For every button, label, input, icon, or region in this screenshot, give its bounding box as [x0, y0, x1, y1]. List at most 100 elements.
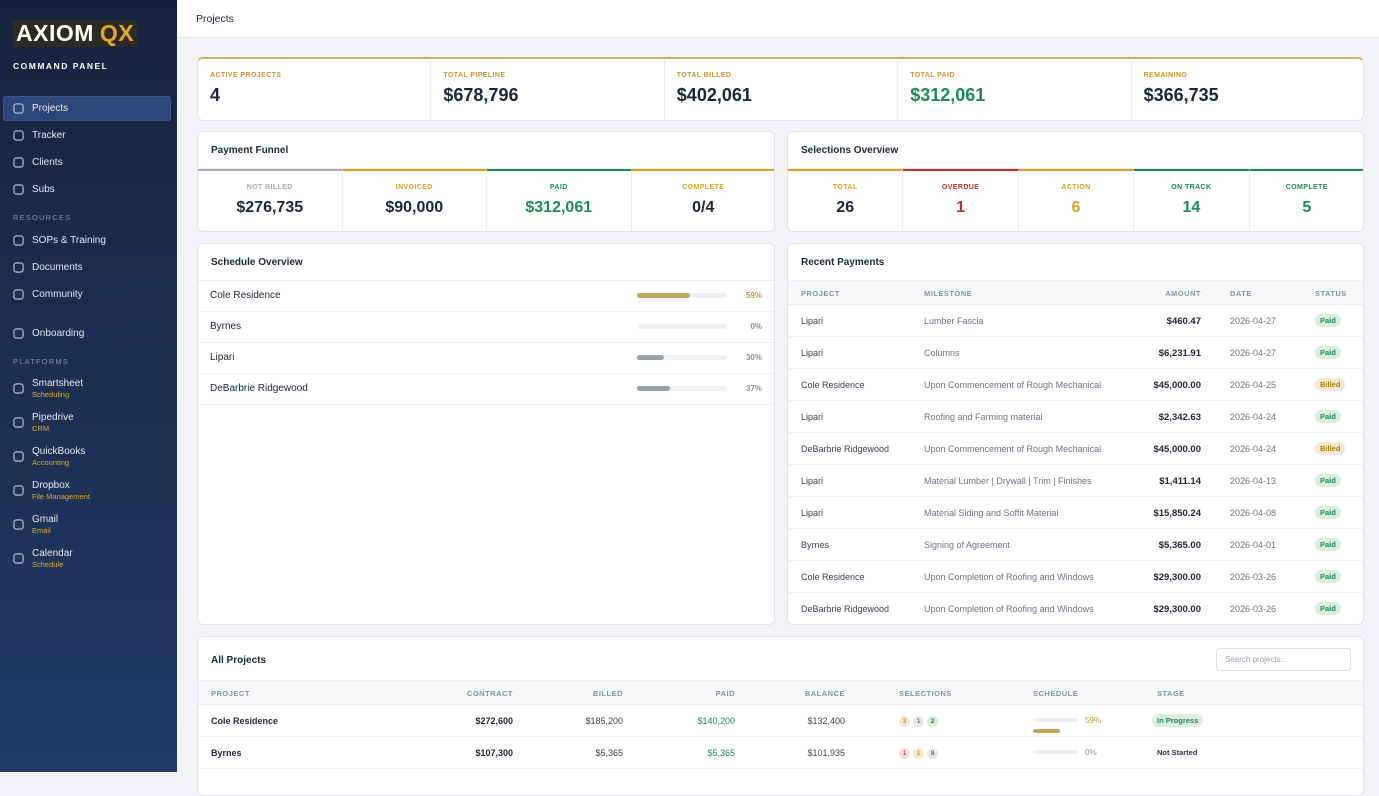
date: 2026-03-26 [1230, 572, 1277, 582]
nav-sublabel: CRM [32, 423, 50, 433]
nav-item[interactable]: Tracker [3, 123, 171, 148]
nav-item[interactable]: Smartsheet Scheduling [3, 372, 171, 404]
nav-label: Clients [32, 157, 63, 168]
project: Lipari [801, 348, 824, 358]
milestone: Material Siding and Soffit Material [924, 508, 1059, 518]
nav: Projects Tracker Clients Subs RESOURCES SOPs … [0, 96, 177, 576]
column-header: SELECTIONS [899, 689, 952, 698]
project: Cole Residence [211, 716, 279, 726]
card-title: All Projects [198, 637, 1363, 681]
project-name: Lipari [210, 352, 235, 363]
column-header: MILESTONE [924, 289, 973, 298]
date: 2026-04-27 [1230, 316, 1277, 326]
payment-row: Lipari Lumber Fascia $460.47 2026-04-27 Paid [788, 305, 1363, 337]
payment-row: DeBarbrie Ridgewood Upon Commencement of … [788, 433, 1363, 465]
nav-label: Gmail [32, 513, 59, 525]
status-badge: Paid [1315, 506, 1341, 519]
nav-item[interactable]: Subs [3, 177, 171, 202]
progress-label: 30% [745, 353, 762, 362]
status-badge: Billed [1315, 442, 1346, 455]
date: 2026-04-24 [1230, 412, 1277, 422]
project: Cole Residence [801, 572, 865, 582]
nav-item[interactable]: Dropbox File Management [3, 474, 171, 506]
contract: $107,300 [475, 748, 513, 758]
project: DeBarbrie Ridgewood [801, 604, 890, 614]
metric: INVOICED $90,000 [342, 169, 487, 231]
project: Cole Residence [801, 380, 865, 390]
stat-label: ACTIVE PROJECTS [210, 72, 282, 79]
metric: OVERDUE 1 [903, 169, 1019, 231]
balance: $101,935 [807, 748, 845, 758]
nav-label: Dropbox [32, 479, 70, 491]
icon [13, 518, 24, 530]
nav-item[interactable]: Community [3, 282, 171, 307]
nav-item[interactable]: Pipedrive CRM [3, 406, 171, 438]
column-header: PROJECT [211, 689, 250, 698]
metric: PAID $312,061 [487, 169, 632, 231]
nav-label: Calendar [32, 547, 73, 559]
nav-sublabel: Schedule [32, 559, 64, 569]
milestone: Lumber Fascia [924, 316, 984, 326]
progress-track [637, 386, 727, 391]
progress-label: 0% [750, 322, 762, 331]
date: 2026-03-26 [1230, 604, 1277, 614]
column-header: BILLED [592, 689, 623, 698]
selection-dot: 1 [913, 748, 924, 759]
nav-item[interactable]: Documents [3, 255, 171, 280]
metric-value: $90,000 [385, 199, 444, 216]
metric-label: INVOICED [395, 184, 433, 191]
metric-label: TOTAL [832, 184, 858, 191]
metric-label: COMPLETE [682, 184, 725, 191]
nav-item[interactable]: Projects [3, 96, 171, 121]
search-input[interactable]: Search projects... [1216, 648, 1351, 671]
progress-track [637, 324, 727, 329]
schedule-overview: Schedule Overview Cole Residence 59% Byrnes… [197, 243, 775, 625]
stat-label: TOTAL PAID [910, 72, 955, 79]
metric-value: $312,061 [525, 199, 593, 216]
stat-value: $366,735 [1143, 85, 1219, 105]
selection-dot: 2 [927, 716, 938, 727]
metric-value: 26 [836, 199, 855, 216]
nav-item[interactable]: Calendar Schedule [3, 542, 171, 574]
payment-funnel: Payment Funnel NOT BILLED $276,735 INVOICED… [197, 131, 775, 232]
project: Byrnes [801, 540, 830, 550]
icon [13, 552, 24, 564]
nav-text: Onboarding [32, 328, 84, 339]
nav-item[interactable]: Gmail Email [3, 508, 171, 540]
metric: NOT BILLED $276,735 [198, 169, 343, 231]
paid: $5,365 [707, 748, 735, 758]
card-title: Recent Payments [788, 244, 1363, 281]
schedule-row: Cole Residence 59% [198, 281, 774, 312]
project-row: Cole Residence $272,600 $185,200 $140,200 $1… [198, 705, 1363, 737]
progress-fill [637, 355, 664, 360]
nav-item[interactable]: Onboarding [3, 321, 171, 346]
icon [13, 328, 24, 339]
stat: ACTIVE PROJECTS 4 [198, 59, 432, 120]
nav-label: Subs [32, 184, 55, 195]
status-badge: Paid [1315, 314, 1341, 327]
project: Lipari [801, 476, 824, 486]
date: 2026-04-01 [1230, 540, 1277, 550]
nav-item[interactable]: SOPs & Training [3, 228, 171, 253]
date: 2026-04-25 [1230, 380, 1277, 390]
milestone: Upon Commencement of Rough Mechanical [924, 444, 1102, 454]
schedule-row: Byrnes 0% [198, 312, 774, 343]
metric-label: PAID [549, 184, 568, 191]
nav-label: Documents [32, 262, 83, 273]
nav-label: QuickBooks [32, 445, 86, 457]
status-badge: Paid [1315, 570, 1341, 583]
stat: TOTAL PAID $312,061 [898, 59, 1132, 120]
metric-label: OVERDUE [941, 184, 980, 191]
date: 2026-04-27 [1230, 348, 1277, 358]
icon [13, 289, 24, 300]
progress-track [1033, 750, 1078, 754]
amount: $45,000.00 [1153, 380, 1201, 391]
stat-label: TOTAL BILLED [676, 72, 732, 79]
nav-sublabel: Accounting [32, 457, 70, 467]
nav-item[interactable]: QuickBooks Accounting [3, 440, 171, 472]
nav-item[interactable]: Clients [3, 150, 171, 175]
metric-label: ACTION [1061, 184, 1091, 191]
icon [13, 235, 24, 246]
column-header: CONTRACT [466, 689, 513, 698]
